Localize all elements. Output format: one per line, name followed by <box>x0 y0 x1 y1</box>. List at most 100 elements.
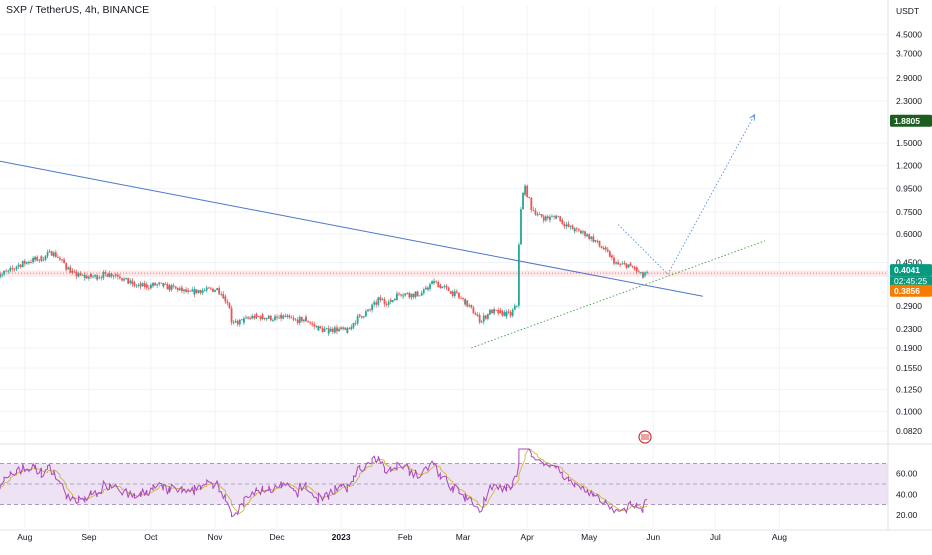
candle-body <box>360 315 363 318</box>
candle-body <box>590 236 593 239</box>
candle-body <box>410 293 413 298</box>
candle-body <box>327 331 330 334</box>
candle-body <box>11 267 14 269</box>
candle-body <box>455 291 458 293</box>
current-price-tag: 0.4041 <box>894 265 920 275</box>
candle-body <box>565 224 568 227</box>
candle-body <box>476 315 479 316</box>
candle-body <box>575 228 578 230</box>
candle-body <box>470 305 473 308</box>
candle-body <box>389 299 392 302</box>
candle-body <box>73 271 76 273</box>
candle-body <box>422 289 425 294</box>
candle-body <box>251 315 254 319</box>
candle-body <box>288 315 291 318</box>
candle-body <box>573 228 576 232</box>
candle-body <box>530 197 533 206</box>
candle-body <box>331 328 334 332</box>
candle-body <box>9 267 12 270</box>
candle-body <box>406 292 409 294</box>
candle-body <box>83 275 86 278</box>
candle-body <box>162 283 165 287</box>
candle-body <box>427 288 429 290</box>
time-axis-label: Aug <box>17 532 32 542</box>
candle-body <box>613 257 615 264</box>
candle-body <box>129 280 132 284</box>
candle-body <box>522 192 524 210</box>
candle-body <box>553 216 555 218</box>
candle-body <box>433 281 436 283</box>
candle-body <box>284 315 287 317</box>
candle-body <box>114 274 117 276</box>
candle-body <box>185 289 187 292</box>
candle-body <box>298 317 301 324</box>
candle-body <box>197 290 200 293</box>
candle-body <box>383 302 386 305</box>
candle-body <box>90 274 92 277</box>
candle-body <box>348 328 351 330</box>
candle-body <box>424 287 427 290</box>
candle-body <box>13 268 16 270</box>
candle-body <box>631 266 634 268</box>
candle-body <box>489 309 491 315</box>
candle-body <box>532 209 535 211</box>
candle-body <box>65 266 68 270</box>
candle-body <box>160 282 163 284</box>
alert-price-tag: 0.3856 <box>894 286 920 296</box>
price-tick-label: 0.9500 <box>896 183 922 193</box>
candle-body <box>158 282 161 284</box>
candle-body <box>164 283 167 285</box>
candle-body <box>334 327 336 332</box>
candle-body <box>451 291 454 296</box>
projection-path <box>617 114 755 275</box>
candle-body <box>255 314 258 317</box>
candle-body <box>247 317 249 319</box>
candle-body <box>449 291 452 294</box>
time-axis-label: Nov <box>207 532 223 542</box>
projection-arrowhead <box>749 113 756 121</box>
price-tick-label: 4.5000 <box>896 29 922 39</box>
candle-body <box>540 213 543 217</box>
candle-body <box>371 304 374 310</box>
candle-body <box>1 274 3 276</box>
candle-body <box>236 321 239 325</box>
candle-body <box>23 260 26 264</box>
price-zone <box>0 270 888 277</box>
candle-body <box>340 327 343 329</box>
candle-body <box>346 328 349 333</box>
candle-body <box>278 317 280 319</box>
candle-body <box>40 256 43 261</box>
candle-body <box>549 216 551 220</box>
candle-body <box>141 283 144 287</box>
candle-body <box>191 289 194 292</box>
candle-body <box>404 293 407 296</box>
candle-body <box>170 285 173 290</box>
time-axis-label: Jun <box>646 532 660 542</box>
candle-body <box>569 225 572 227</box>
candle-body <box>350 326 353 330</box>
candle-body <box>600 246 603 249</box>
candle-body <box>309 322 312 324</box>
candle-body <box>400 294 402 296</box>
candle-body <box>0 275 1 278</box>
candle-body <box>356 316 359 324</box>
candle-body <box>152 283 154 286</box>
countdown-bg <box>890 276 932 288</box>
candle-body <box>480 321 483 323</box>
candle-body <box>358 314 361 316</box>
candle-body <box>546 216 549 219</box>
candle-body <box>243 318 245 323</box>
candle-body <box>495 310 498 311</box>
candle-body <box>34 256 37 260</box>
candle-body <box>557 215 560 217</box>
candle-body <box>67 267 70 270</box>
candle-body <box>259 316 262 320</box>
candle-body <box>559 216 562 222</box>
candle-body <box>387 301 390 305</box>
candle-body <box>336 327 338 332</box>
candle-body <box>414 293 417 298</box>
candle-body <box>79 273 82 276</box>
candle-body <box>294 319 297 321</box>
